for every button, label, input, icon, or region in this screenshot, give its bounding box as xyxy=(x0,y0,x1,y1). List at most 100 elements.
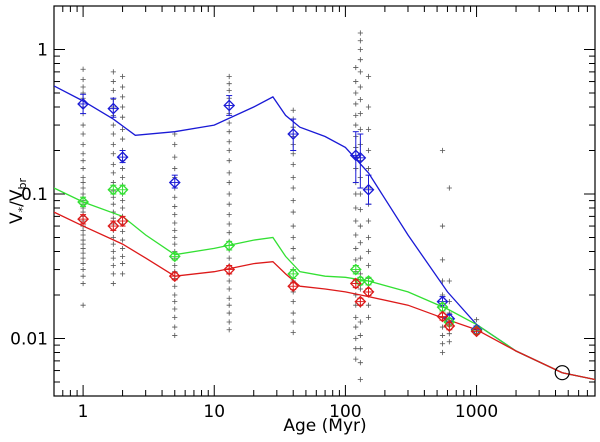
blue-diamond-marker xyxy=(116,151,129,164)
data-point xyxy=(172,314,178,320)
x-axis-label: Age (Myr) xyxy=(283,416,366,436)
data-point xyxy=(226,221,232,227)
data-point xyxy=(365,165,372,172)
data-point xyxy=(353,64,359,71)
data-point xyxy=(439,324,446,330)
green-model-curve xyxy=(54,187,595,381)
data-point xyxy=(110,271,116,277)
red-model-curve xyxy=(54,211,595,381)
data-point xyxy=(119,198,126,204)
data-point xyxy=(290,223,296,229)
data-point xyxy=(353,346,359,352)
x-tick-label: 10 xyxy=(203,402,225,422)
plot-frame xyxy=(53,5,596,397)
data-point xyxy=(110,248,116,255)
y-tick-label: 0.1 xyxy=(21,185,48,205)
red-diamond-marker xyxy=(107,220,120,232)
data-point xyxy=(353,314,359,320)
data-point xyxy=(119,260,126,267)
data-point xyxy=(119,271,126,277)
data-point xyxy=(80,84,86,90)
data-point xyxy=(357,255,363,261)
data-point xyxy=(353,356,359,362)
data-point xyxy=(357,97,363,103)
data-point xyxy=(365,314,372,320)
data-point xyxy=(110,201,116,207)
data-point xyxy=(172,212,178,218)
data-point xyxy=(357,57,363,63)
data-point xyxy=(119,237,126,243)
data-point xyxy=(110,141,116,148)
data-point xyxy=(226,319,232,325)
data-point xyxy=(357,191,363,197)
data-point xyxy=(80,174,86,181)
data-point xyxy=(172,241,178,247)
data-point xyxy=(119,253,126,259)
data-point xyxy=(172,141,178,148)
data-point xyxy=(353,205,359,211)
data-point xyxy=(110,122,116,128)
data-point xyxy=(226,286,232,292)
red-diamond-marker xyxy=(436,310,449,323)
y-label-sub2: br xyxy=(16,178,29,190)
data-point xyxy=(353,122,359,128)
data-point xyxy=(290,234,296,241)
y-tick-label: 0.01 xyxy=(10,329,48,349)
data-point xyxy=(119,174,126,181)
data-point xyxy=(110,78,116,85)
data-point xyxy=(353,101,359,107)
data-point xyxy=(226,73,232,80)
red-diamond-marker xyxy=(354,295,367,308)
data-point xyxy=(80,141,86,148)
data-point xyxy=(290,198,296,204)
data-point xyxy=(226,191,232,197)
data-point xyxy=(290,255,296,261)
red-diamond-marker xyxy=(470,325,483,338)
y-axis-label: V*/Vbr xyxy=(7,178,29,224)
green-diamond-marker xyxy=(116,183,129,196)
data-point xyxy=(357,376,363,383)
data-point xyxy=(119,84,126,90)
data-point xyxy=(357,286,363,292)
data-point xyxy=(226,201,232,207)
data-point xyxy=(80,76,86,83)
open-circle-layer xyxy=(554,365,570,381)
data-point xyxy=(172,194,178,200)
data-point xyxy=(110,280,116,287)
data-point xyxy=(357,38,363,44)
data-point xyxy=(353,78,359,85)
data-point xyxy=(226,310,232,316)
data-point xyxy=(290,319,296,325)
data-point xyxy=(439,147,446,154)
data-point xyxy=(110,151,116,157)
green-diamond-marker xyxy=(168,250,181,263)
blue-diamond-marker xyxy=(354,151,367,164)
data-point xyxy=(226,147,232,154)
data-point xyxy=(357,223,363,229)
data-point xyxy=(439,257,446,263)
data-point xyxy=(172,292,178,298)
data-point xyxy=(110,87,116,94)
x-tick-label: 1 xyxy=(78,402,89,422)
green-diamond-marker xyxy=(287,267,300,280)
data-point xyxy=(357,319,363,325)
blue-model-curve xyxy=(54,85,595,381)
data-point xyxy=(365,302,372,308)
red-diamond-marker xyxy=(223,263,236,276)
data-point xyxy=(80,250,86,256)
data-point xyxy=(226,158,232,164)
x-tick-label: 100 xyxy=(329,402,361,422)
green-diamond-marker xyxy=(362,275,375,287)
data-point xyxy=(290,107,296,113)
data-point xyxy=(290,329,296,336)
green-diamond-marker xyxy=(349,263,362,276)
y-tick-label: 1 xyxy=(37,40,48,60)
data-point xyxy=(365,218,372,224)
blue-diamond-marker xyxy=(362,183,375,196)
data-point xyxy=(365,73,372,80)
data-point xyxy=(80,122,86,128)
data-point xyxy=(290,245,296,252)
data-point xyxy=(446,185,452,191)
data-point xyxy=(226,255,232,261)
x-tick-label: 1000 xyxy=(455,402,498,422)
